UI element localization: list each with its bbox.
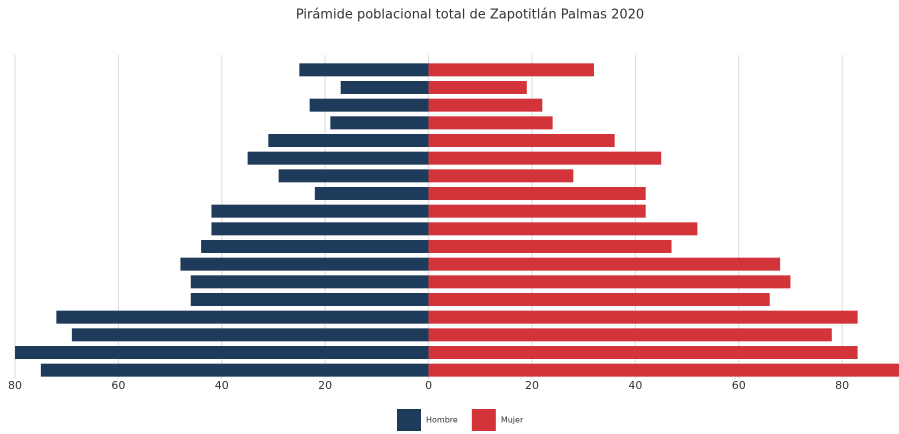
legend-swatch <box>471 409 496 431</box>
x-tick-label: 60 <box>732 379 746 392</box>
bar <box>247 151 429 165</box>
bar <box>428 328 832 342</box>
bar <box>428 98 543 112</box>
bar <box>428 275 791 289</box>
x-tick-label: 0 <box>425 379 432 392</box>
bar <box>428 363 899 377</box>
x-tick-label: 40 <box>215 379 229 392</box>
bar <box>428 310 858 324</box>
bar <box>56 310 429 324</box>
bar <box>428 204 646 218</box>
bar <box>340 81 429 94</box>
bar <box>330 116 429 130</box>
bar <box>180 257 429 271</box>
bar <box>211 204 429 218</box>
bar <box>428 293 770 306</box>
bar <box>71 328 429 342</box>
bar <box>428 151 662 165</box>
bar <box>268 134 429 147</box>
bar <box>428 134 615 147</box>
bar <box>40 363 429 377</box>
bar <box>428 169 574 183</box>
bar <box>428 346 858 359</box>
x-tick-label: 20 <box>525 379 539 392</box>
bar <box>278 169 429 183</box>
bar <box>428 81 527 94</box>
chart-title: Pirámide poblacional total de Zapotitlán… <box>296 8 644 23</box>
legend-label: Mujer <box>501 416 524 425</box>
bar <box>15 346 429 359</box>
bar <box>428 222 698 236</box>
x-tick-label: 60 <box>111 379 125 392</box>
bar <box>190 275 429 289</box>
bar <box>428 187 646 200</box>
legend-label: Hombre <box>426 416 458 425</box>
bar <box>190 293 429 306</box>
bar <box>428 257 781 271</box>
bar <box>211 222 429 236</box>
x-tick-label: 80 <box>835 379 849 392</box>
x-tick-label: 40 <box>628 379 642 392</box>
x-tick-label: 20 <box>318 379 332 392</box>
bar <box>299 63 429 77</box>
bar <box>428 240 672 253</box>
bar <box>428 63 594 77</box>
legend-swatch <box>397 409 421 431</box>
x-tick-label: 80 <box>8 379 22 392</box>
bar <box>309 98 429 112</box>
bar <box>314 187 429 200</box>
bar <box>201 240 429 253</box>
bar <box>428 116 553 130</box>
